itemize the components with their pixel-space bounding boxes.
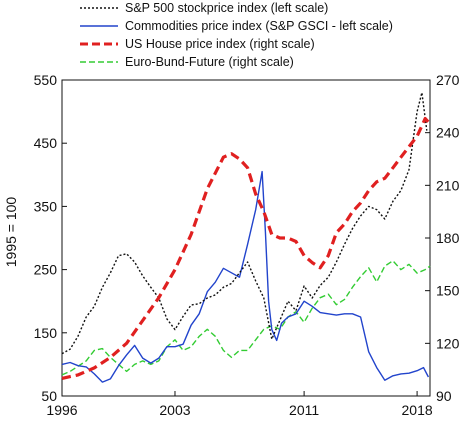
y-left-tick-label: 50 [41,388,57,404]
legend-item-commodities: Commodities price index (S&P GSCI - left… [80,19,393,33]
y-axis-title-left: 1995 = 100 [3,197,19,268]
y-left-tick-label: 250 [34,262,58,278]
plot-frame [61,79,431,397]
x-tick-label: 2011 [289,402,319,418]
legend-item-sp500: S&P 500 stockprice index (left scale) [80,1,328,15]
series-layer [61,91,432,383]
x-tick-label: 2003 [159,402,190,418]
series-line-sp500 [61,91,428,355]
y-right-tick-label: 240 [436,125,460,141]
y-left-tick-label: 350 [34,198,58,214]
y-right-tick-label: 180 [436,230,460,246]
y-left-tick-label: 150 [34,325,58,341]
y-left-tick-label: 450 [34,135,58,151]
y-right-tick-label: 150 [436,283,460,299]
series-line-commodities [61,170,430,383]
y-right-tick-label: 120 [436,335,460,351]
series-line-bund [61,260,431,376]
x-tick-label: 1996 [46,402,77,418]
legend-label-sp500: S&P 500 stockprice index (left scale) [125,1,328,15]
legend: S&P 500 stockprice index (left scale) Co… [80,1,393,69]
ticks-layer: 50 150 250 350 450 550 90 120 150 180 210 240 270 199… [34,72,460,418]
legend-item-bund: Euro-Bund-Future (right scale) [80,55,294,69]
legend-label-commodities: Commodities price index (S&P GSCI - left… [125,19,393,33]
y-right-tick-label: 210 [436,177,460,193]
legend-item-house: US House price index (right scale) [80,37,315,51]
series-line-house-price [61,117,432,380]
x-tick-label: 2018 [402,402,433,418]
legend-label-bund: Euro-Bund-Future (right scale) [125,55,294,69]
y-left-tick-label: 550 [34,72,58,88]
y-right-tick-label: 270 [436,72,460,88]
y-right-tick-label: 90 [436,388,452,404]
legend-label-house: US House price index (right scale) [125,37,315,51]
